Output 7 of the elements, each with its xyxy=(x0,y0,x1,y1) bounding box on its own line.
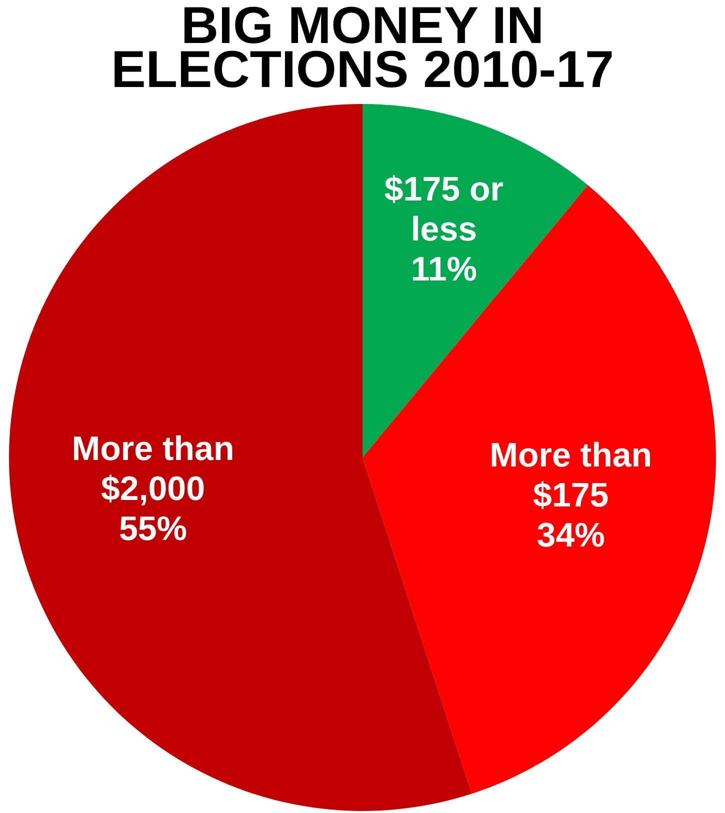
slice-label: $175 or less xyxy=(384,170,504,249)
data-label: 11% xyxy=(410,250,478,289)
slice-label: More than $175 xyxy=(490,436,652,515)
data-label: 34% xyxy=(536,516,605,555)
data-label: 55% xyxy=(118,510,188,548)
chart-title: BIG MONEY IN ELECTIONS 2010-17 xyxy=(110,0,615,100)
slice-label: More than $2,000 xyxy=(72,430,234,508)
